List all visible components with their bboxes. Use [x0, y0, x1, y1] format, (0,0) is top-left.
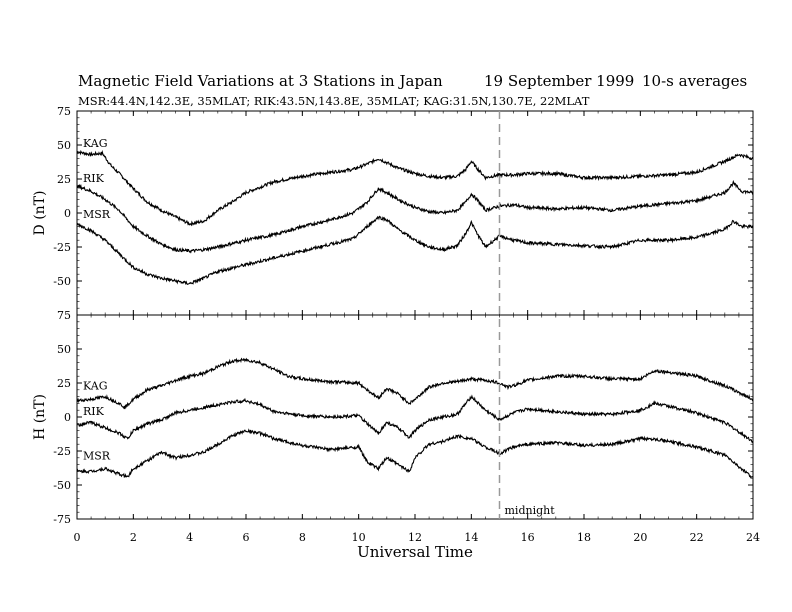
y-tick-label: 0 [64, 207, 71, 220]
y-tick-label: -75 [53, 513, 71, 526]
chart-date: 19 September 1999 [484, 72, 635, 90]
x-tick-label: 16 [521, 531, 535, 544]
x-tick-label: 0 [74, 531, 81, 544]
y-tick-label: -50 [53, 275, 71, 288]
series-label-rik: RIK [83, 172, 105, 185]
series-line-rik [76, 179, 754, 254]
x-tick-label: 8 [299, 531, 306, 544]
x-tick-label: 24 [746, 531, 760, 544]
x-tick-label: 4 [186, 531, 193, 544]
panel-frame [76, 110, 754, 316]
y-tick-label: 0 [64, 411, 71, 424]
y-tick-label: 25 [57, 377, 71, 390]
series-line-msr [76, 215, 754, 286]
y-tick-label: 50 [57, 139, 71, 152]
y-tick-label: 75 [57, 309, 71, 322]
series-label-rik: RIK [83, 405, 105, 418]
series-label-kag: KAG [83, 137, 108, 150]
y-tick-label: -50 [53, 479, 71, 492]
x-axis-label: Universal Time [357, 543, 473, 561]
y-tick-label: -25 [53, 445, 71, 458]
y-tick-label: -25 [53, 241, 71, 254]
y-tick-label: 50 [57, 343, 71, 356]
series-line-kag [76, 149, 754, 227]
series-line-rik [76, 394, 754, 444]
x-tick-label: 2 [130, 531, 137, 544]
midnight-annotation: midnight [505, 504, 556, 517]
x-tick-label: 18 [577, 531, 591, 544]
series-line-msr [76, 428, 754, 479]
y-axis-label: H (nT) [32, 394, 48, 440]
station-coordinates: MSR:44.4N,142.3E, 35MLAT; RIK:43.5N,143.… [78, 94, 590, 108]
y-tick-label: 75 [57, 105, 71, 118]
series-line-kag [76, 357, 754, 410]
series-label-msr: MSR [83, 449, 111, 462]
chart-averaging: 10-s averages [642, 72, 748, 90]
x-tick-label: 20 [633, 531, 647, 544]
series-label-msr: MSR [83, 208, 111, 221]
panel-frame [76, 314, 754, 520]
y-tick-label: 25 [57, 173, 71, 186]
x-tick-label: 10 [352, 531, 366, 544]
x-tick-label: 14 [464, 531, 478, 544]
chart-title: Magnetic Field Variations at 3 Stations … [78, 72, 443, 90]
series-label-kag: KAG [83, 380, 108, 393]
x-tick-label: 22 [690, 531, 704, 544]
x-tick-label: 6 [243, 531, 250, 544]
x-tick-label: 12 [408, 531, 422, 544]
y-axis-label: D (nT) [32, 191, 48, 236]
